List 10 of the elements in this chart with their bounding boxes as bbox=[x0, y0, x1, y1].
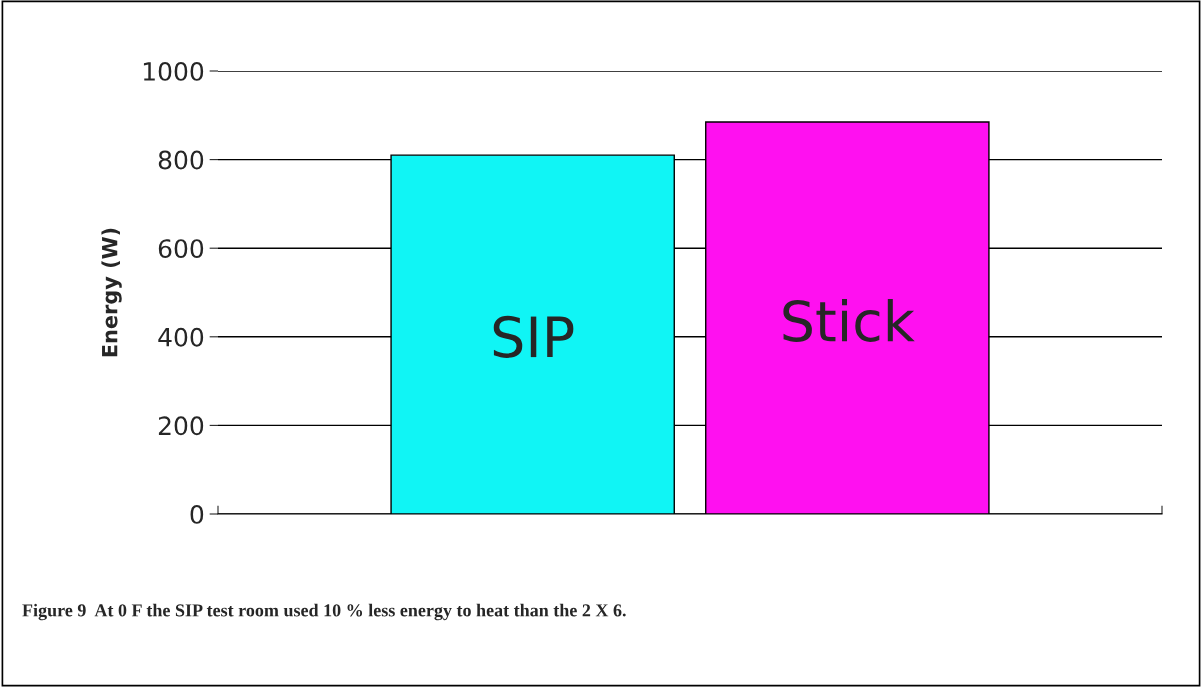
y-tick-label: 1000 bbox=[143, 61, 204, 81]
y-tick-label: 200 bbox=[158, 416, 204, 436]
y-tick-label: 400 bbox=[158, 327, 204, 347]
y-tick-label: 0 bbox=[190, 504, 204, 524]
x-tick-label: Stick bbox=[783, 298, 915, 342]
y-tick-label: 600 bbox=[158, 239, 204, 259]
y-axis-title: Energy (W) bbox=[101, 228, 122, 357]
x-tick-label: SIP bbox=[493, 315, 574, 358]
y-tick-label: 800 bbox=[158, 150, 204, 170]
caption: Figure 9 At 0 F the SIP test room used 10 % less energy to heat than the 2 X 6. bbox=[22, 603, 626, 621]
